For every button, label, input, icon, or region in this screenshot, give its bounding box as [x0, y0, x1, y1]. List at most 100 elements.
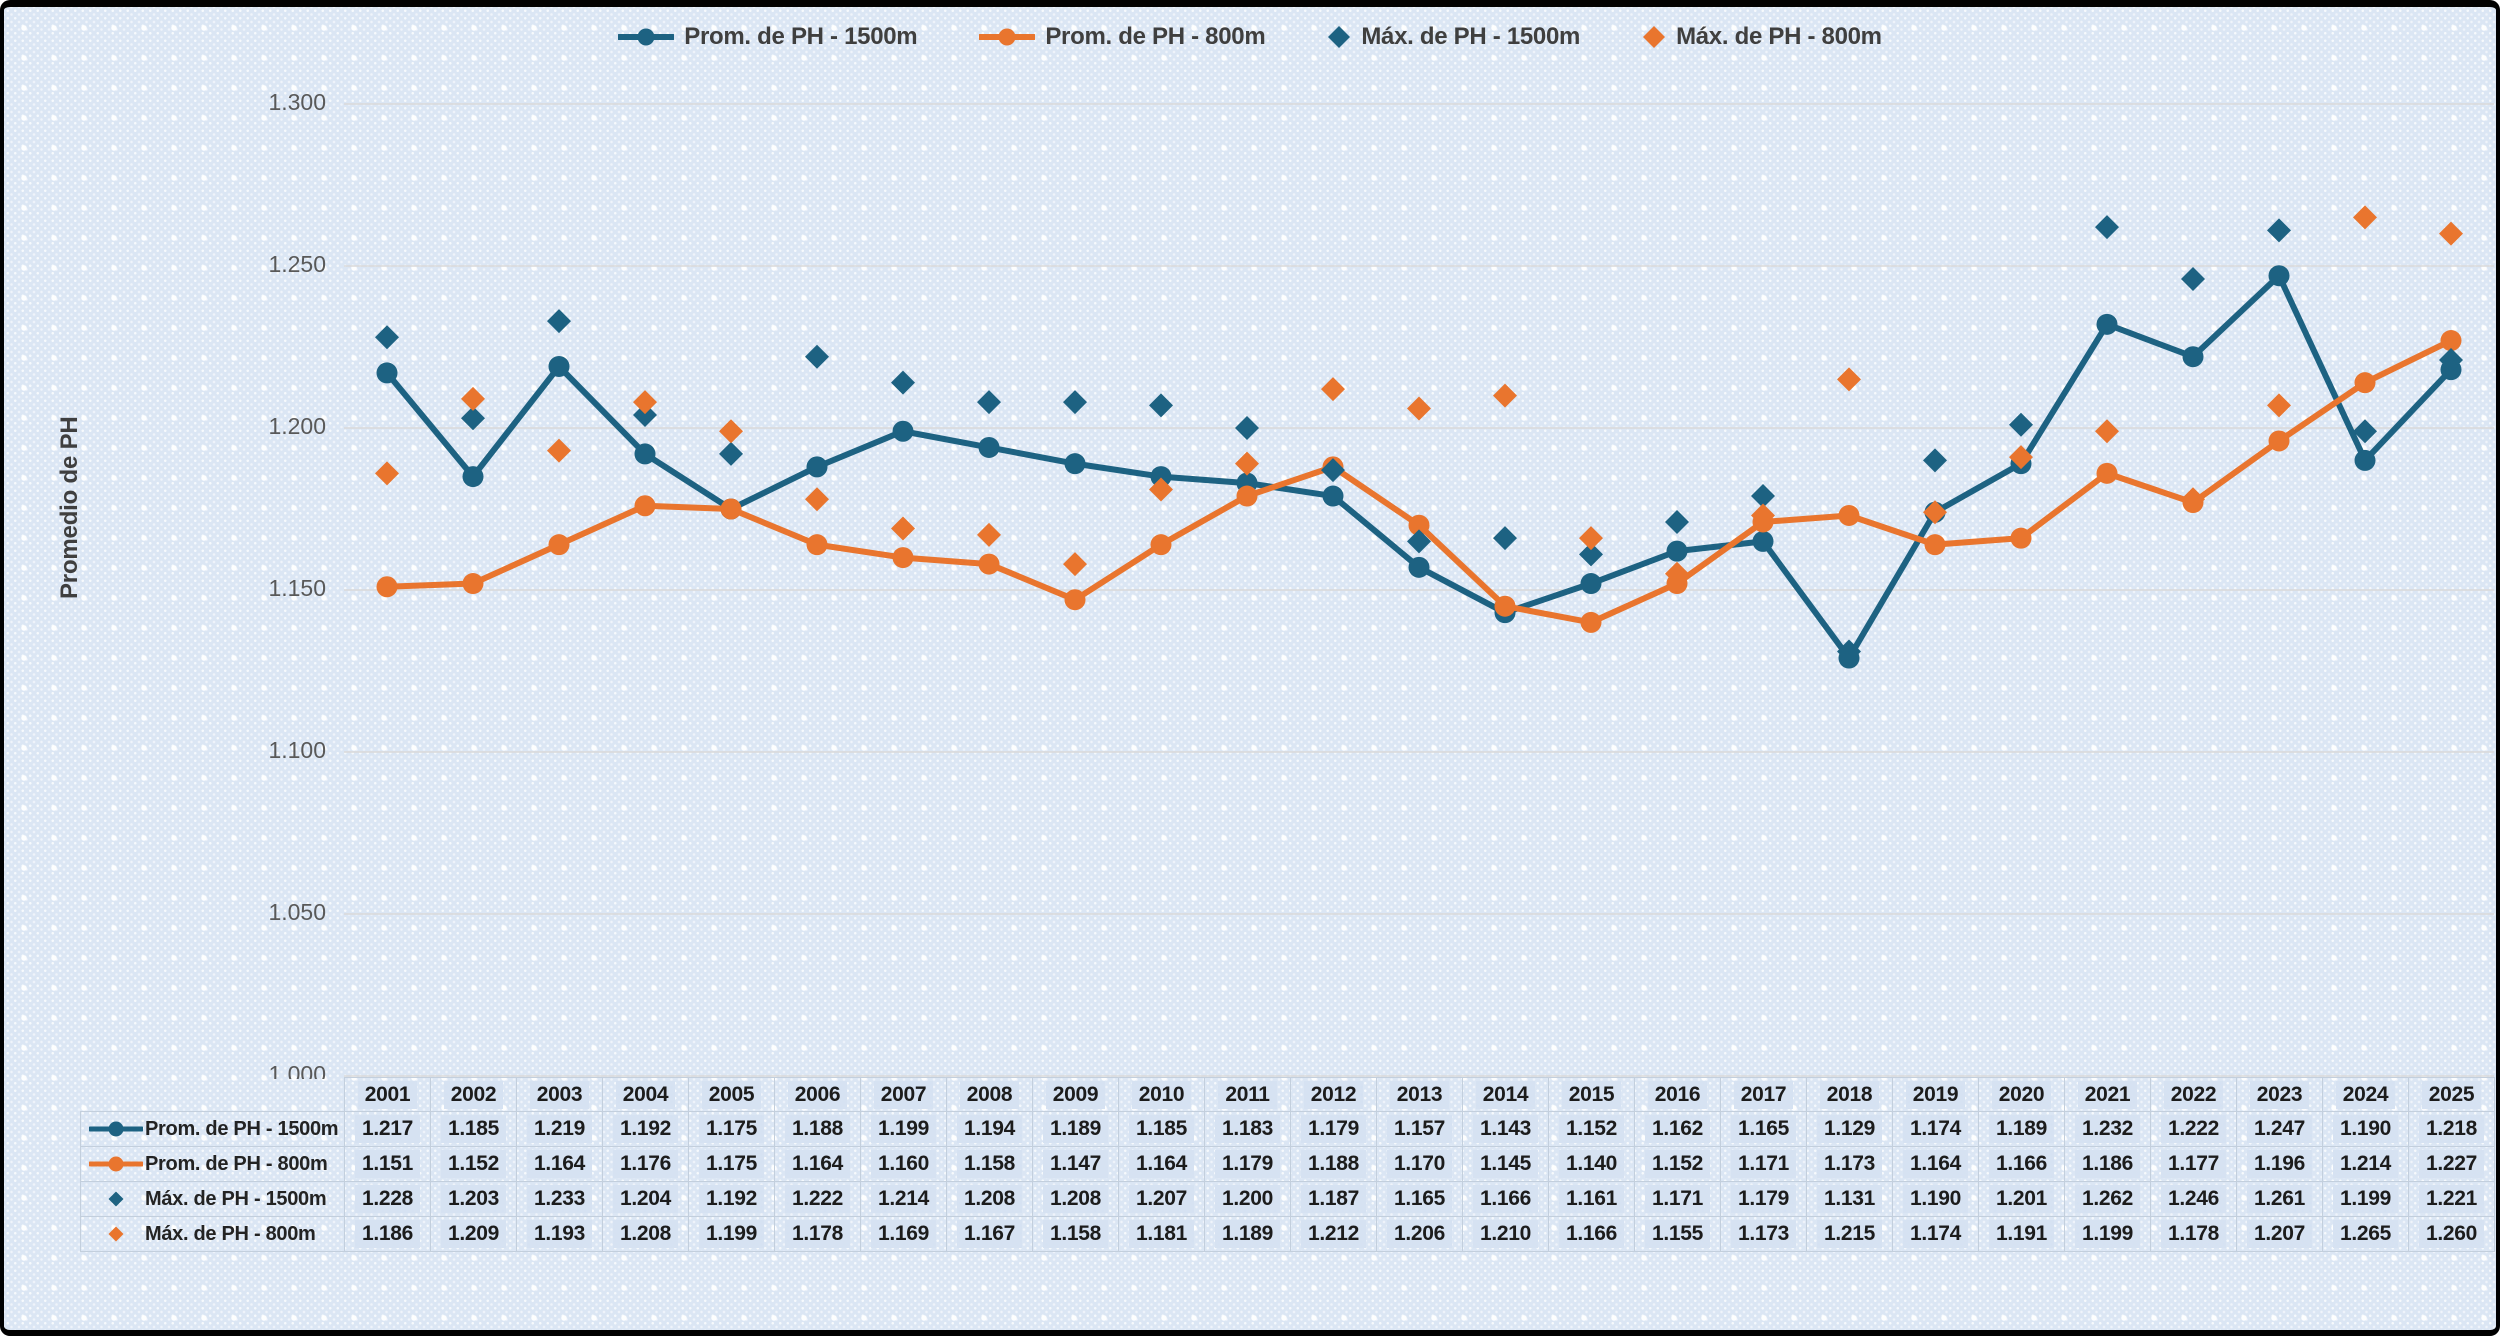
legend-item-max-de-ph-1500m[interactable]: Máx. de PH - 1500m [1327, 23, 1580, 51]
data-point-marker [2009, 445, 2033, 470]
value-cell: 1.164 [1892, 1146, 1979, 1182]
value-label: 1.207 [1128, 1185, 1195, 1213]
year-header-cell: 2005 [688, 1077, 775, 1112]
year-label: 2003 [529, 1080, 590, 1109]
data-point-marker [1665, 509, 1689, 534]
value-cell: 1.179 [1204, 1146, 1291, 1182]
year-header-cell: 2021 [2064, 1077, 2151, 1112]
value-cell: 1.222 [774, 1181, 861, 1217]
value-cell: 1.167 [946, 1216, 1033, 1252]
value-cell: 1.155 [1634, 1216, 1721, 1252]
value-cell: 1.140 [1548, 1146, 1635, 1182]
year-header-cell: 2018 [1806, 1077, 1893, 1112]
year-label: 2014 [1475, 1080, 1536, 1109]
value-cell: 1.131 [1806, 1181, 1893, 1217]
legend-item-max-de-ph-800m[interactable]: Máx. de PH - 800m [1642, 23, 1882, 51]
data-point-marker [375, 325, 399, 350]
value-label: 1.175 [698, 1150, 765, 1178]
year-header-cell: 2020 [1978, 1077, 2065, 1112]
value-label: 1.166 [1472, 1185, 1539, 1213]
value-cell: 1.181 [1118, 1216, 1205, 1252]
value-cell: 1.174 [1892, 1216, 1979, 1252]
value-cell: 1.170 [1376, 1146, 1463, 1182]
value-label: 1.260 [2418, 1220, 2485, 1248]
data-point-marker [1751, 503, 1775, 528]
value-label: 1.175 [698, 1115, 765, 1143]
value-cell: 1.162 [1634, 1111, 1721, 1147]
series-name: Prom. de PH - 1500m [145, 1117, 339, 1140]
data-point-marker [805, 344, 829, 369]
value-cell: 1.212 [1290, 1216, 1377, 1252]
data-point-marker [1408, 556, 1430, 578]
value-label: 1.200 [1214, 1185, 1281, 1213]
value-label: 1.206 [1386, 1220, 1453, 1248]
value-cell: 1.169 [860, 1216, 947, 1252]
value-cell: 1.262 [2064, 1181, 2151, 1217]
data-point-marker [1064, 589, 1086, 611]
year-header-cell: 2011 [1204, 1077, 1291, 1112]
year-header-cell: 2014 [1462, 1077, 1549, 1112]
chart-data-table: 2001 2002 2003 2004 2005 2006 2007 2008 2009 2010… [80, 1077, 2495, 1252]
value-cell: 1.209 [430, 1216, 517, 1252]
value-cell: 1.179 [1290, 1111, 1377, 1147]
chart-legend: Prom. de PH - 1500m Prom. de PH - 800m Máx… [4, 23, 2496, 51]
value-label: 1.196 [2246, 1150, 2313, 1178]
value-label: 1.160 [870, 1150, 937, 1178]
data-point-marker [891, 516, 915, 541]
legend-item-prom-de-ph-1500m[interactable]: Prom. de PH - 1500m [618, 23, 918, 51]
data-point-marker [1236, 485, 1258, 507]
value-cell: 1.221 [2408, 1181, 2495, 1217]
value-label: 1.151 [354, 1150, 421, 1178]
data-point-marker [2268, 265, 2290, 287]
value-label: 1.190 [2332, 1115, 2399, 1143]
value-cell: 1.199 [2064, 1216, 2151, 1252]
value-cell: 1.188 [1290, 1146, 1377, 1182]
value-label: 1.190 [1902, 1185, 1969, 1213]
value-label: 1.158 [1042, 1220, 1109, 1248]
data-point-marker [633, 390, 657, 415]
year-label: 2020 [1991, 1080, 2052, 1109]
data-point-marker [1923, 500, 1947, 525]
year-label: 2008 [959, 1080, 1020, 1109]
value-cell: 1.194 [946, 1111, 1033, 1147]
data-point-marker [2009, 412, 2033, 437]
year-label: 2011 [1218, 1080, 1277, 1109]
data-point-marker [1063, 390, 1087, 415]
value-label: 1.192 [612, 1115, 679, 1143]
value-label: 1.185 [1128, 1115, 1195, 1143]
value-cell: 1.214 [2322, 1146, 2409, 1182]
data-point-marker [1149, 393, 1173, 418]
data-point-marker [1235, 416, 1259, 440]
legend-item-prom-de-ph-800m[interactable]: Prom. de PH - 800m [979, 23, 1266, 51]
series-name: Prom. de PH - 800m [145, 1152, 328, 1175]
y-tick-label: 1.100 [268, 737, 326, 763]
series-label-cell: Prom. de PH - 800m [80, 1146, 345, 1182]
value-label: 1.262 [2074, 1185, 2141, 1213]
year-label: 2016 [1647, 1080, 1708, 1109]
value-label: 1.165 [1730, 1115, 1797, 1143]
value-label: 1.174 [1902, 1220, 1969, 1248]
value-label: 1.208 [956, 1185, 1023, 1213]
value-cell: 1.186 [2064, 1146, 2151, 1182]
value-label: 1.173 [1730, 1220, 1797, 1248]
y-tick-label: 1.200 [268, 413, 326, 439]
year-label: 2019 [1905, 1080, 1966, 1109]
diamond-marker-icon [1327, 25, 1351, 49]
year-header-cell: 2016 [1634, 1077, 1721, 1112]
value-cell: 1.196 [2236, 1146, 2323, 1182]
value-label: 1.214 [870, 1185, 937, 1213]
table-row-max-de-ph-1500m: Máx. de PH - 1500m 1.228 1.203 1.233 1.204 1.… [80, 1181, 2495, 1217]
value-cell: 1.152 [1634, 1146, 1721, 1182]
y-tick-label: 1.050 [268, 899, 326, 925]
data-point-marker [548, 534, 570, 556]
data-point-marker [720, 498, 742, 520]
data-point-marker [2439, 347, 2463, 372]
value-label: 1.179 [1730, 1185, 1797, 1213]
value-label: 1.217 [354, 1115, 421, 1143]
table-corner-cell [81, 1078, 345, 1112]
value-cell: 1.179 [1720, 1181, 1807, 1217]
year-label: 2002 [443, 1080, 504, 1109]
value-label: 1.189 [1042, 1115, 1109, 1143]
value-label: 1.186 [2074, 1150, 2141, 1178]
table-row-prom-de-ph-800m: Prom. de PH - 800m 1.151 1.152 1.164 1.176 1.… [80, 1146, 2495, 1182]
